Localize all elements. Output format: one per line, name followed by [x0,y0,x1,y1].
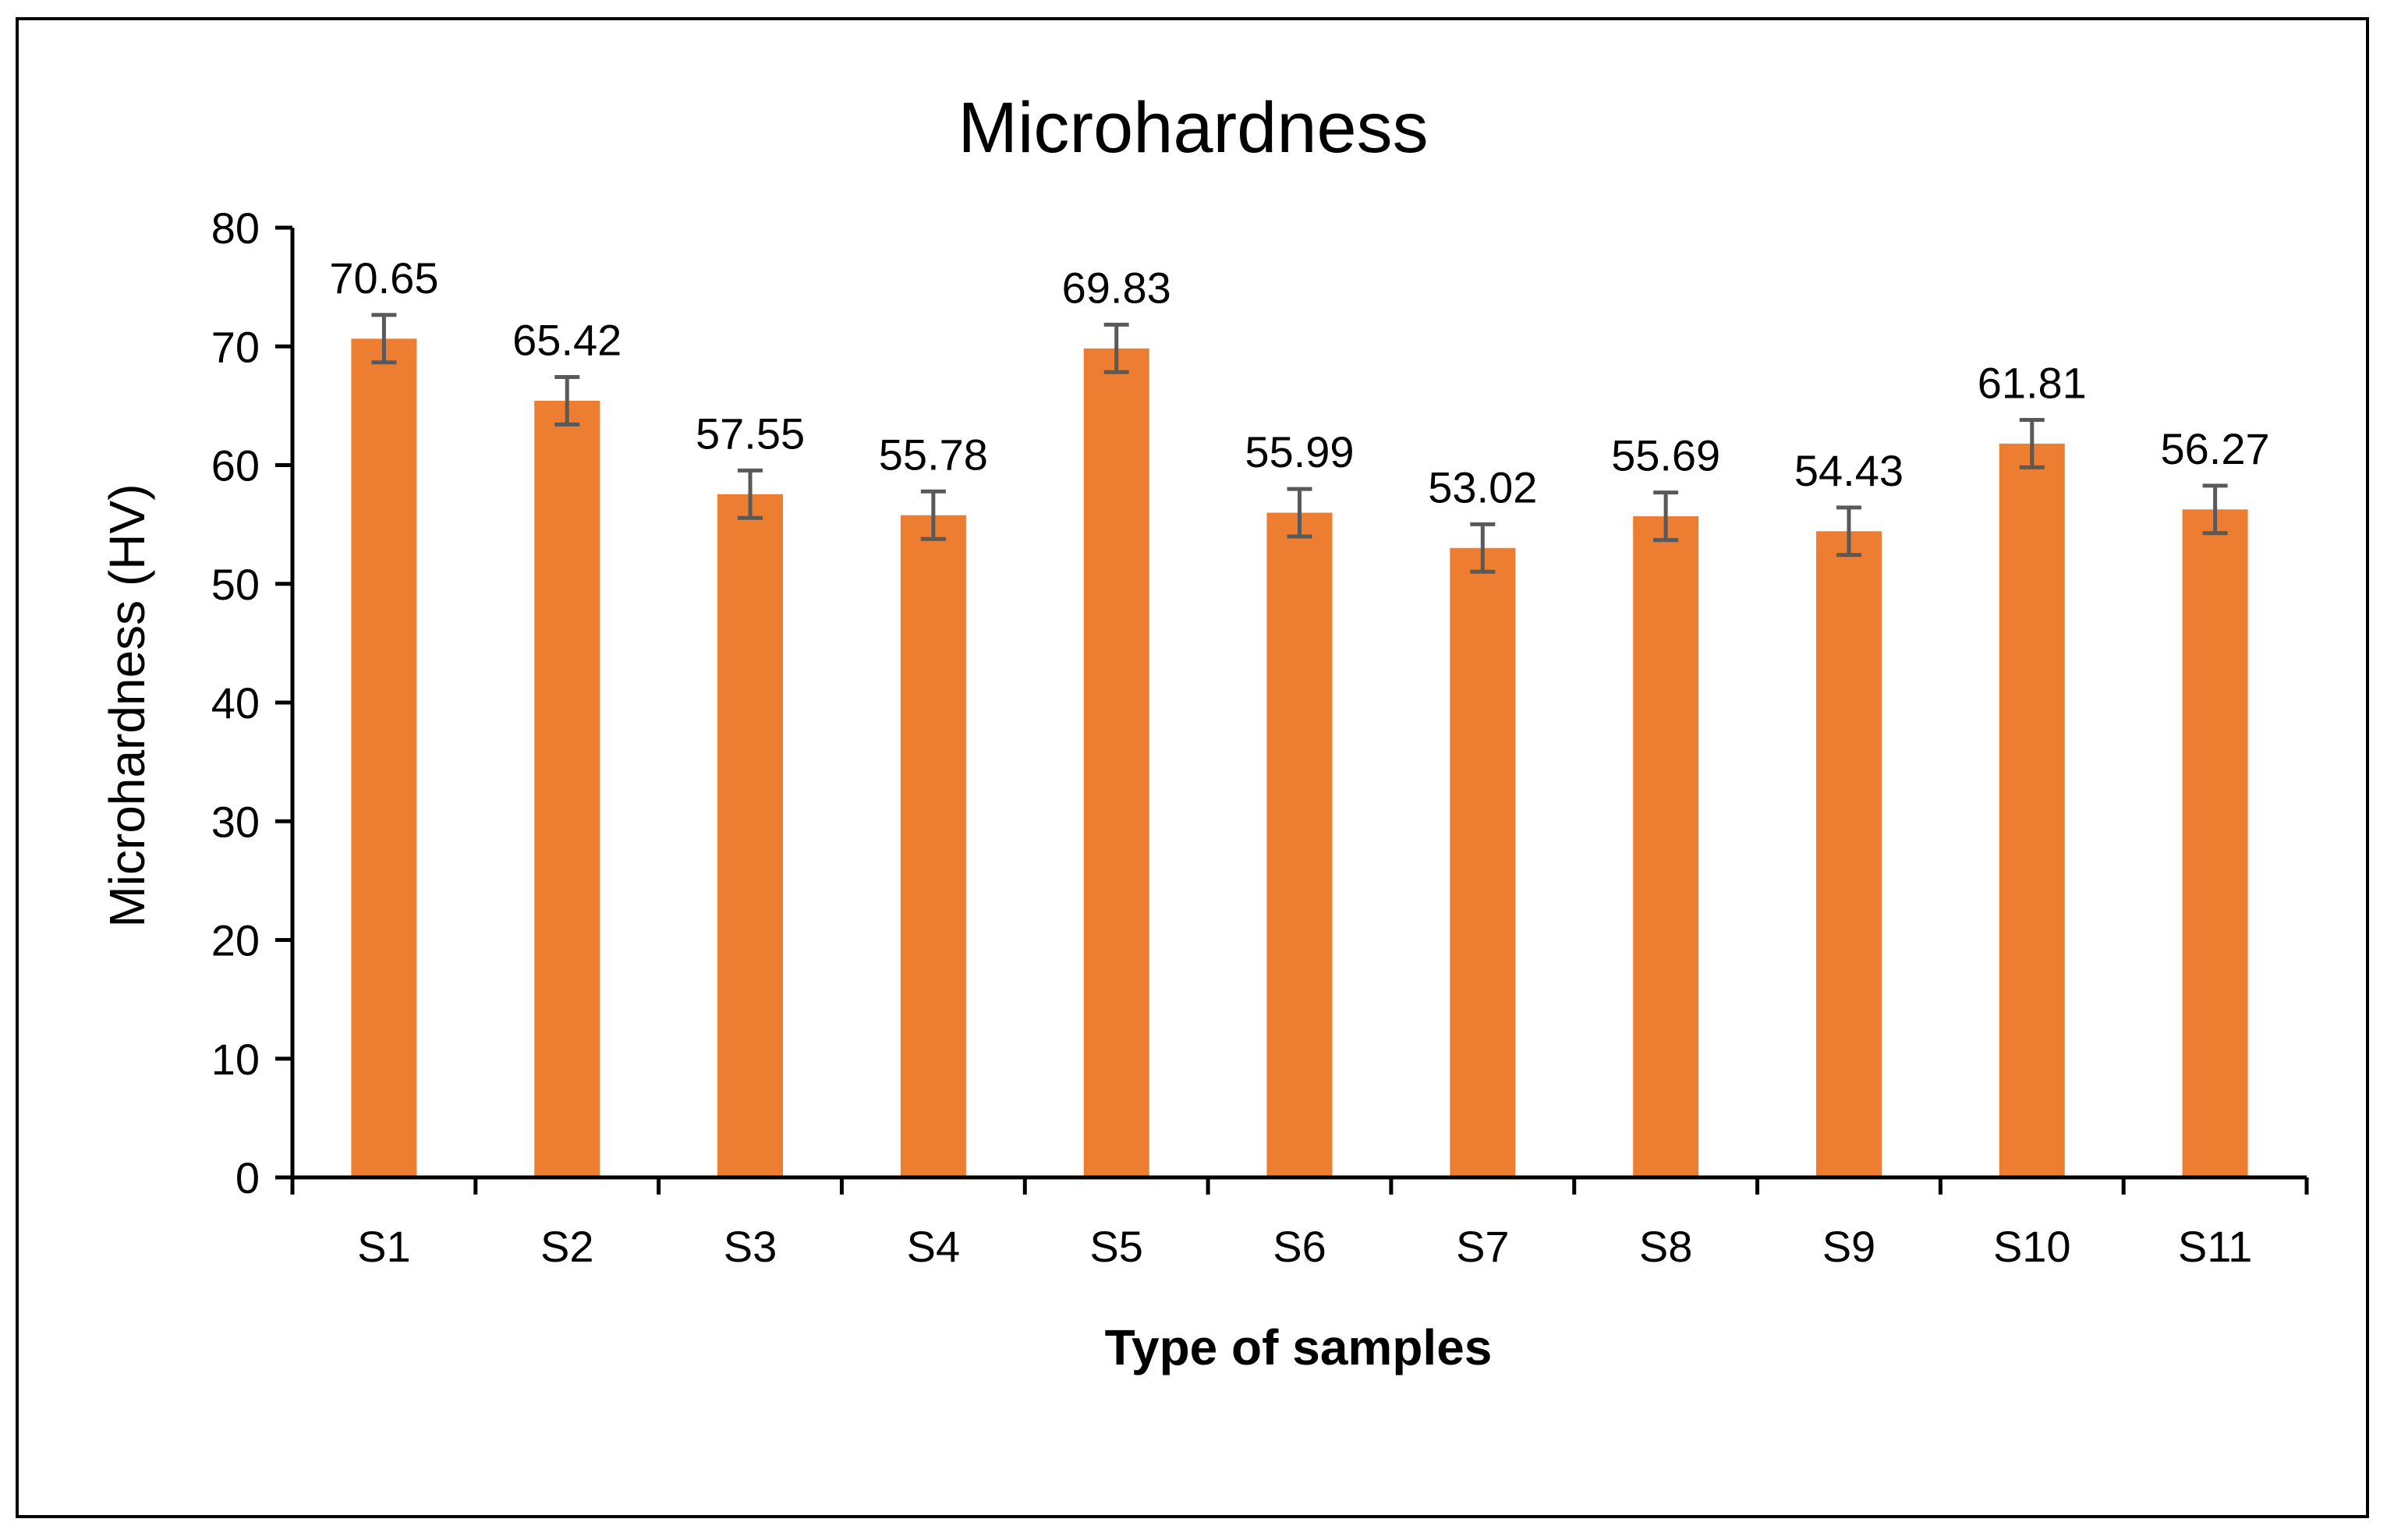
y-tick-label: 30 [211,797,260,846]
error-bar-s6 [1287,487,1312,539]
error-bar-s9 [1836,505,1861,558]
data-label-s9: 54.43 [1794,446,1904,495]
y-tick-label: 80 [211,204,260,253]
y-tick-label: 10 [211,1035,260,1084]
error-bar-s5 [1103,322,1129,374]
bar-s9 [1815,531,1882,1177]
bar-s8 [1633,516,1699,1177]
bar-s7 [1450,547,1516,1177]
error-bar-s8 [1653,490,1679,543]
bar-s4 [900,515,966,1177]
y-tick-label: 20 [211,916,260,965]
data-labels: 70.65 65.42 57.55 55.78 69.83 55.99 53.02 55.69… [329,253,2269,512]
category-label-s11: S11 [2178,1222,2252,1271]
error-bars [371,313,2228,574]
bar-s1 [351,338,417,1177]
category-label-s3: S3 [724,1222,777,1271]
category-label-s8: S8 [1639,1222,1693,1271]
bars [351,338,2248,1177]
y-tick-label: 50 [211,560,260,609]
category-labels: S1 S2 S3 S4 S5 S6 S7 S8 S9 S10 S11 [357,1222,2252,1271]
category-label-s1: S1 [357,1222,411,1271]
category-label-s10: S10 [1993,1222,2071,1271]
y-tick-label: 70 [211,322,260,371]
bar-s10 [1999,443,2065,1177]
y-axis-label: Microhardness (HV) [99,483,155,927]
category-label-s5: S5 [1089,1222,1143,1271]
y-tick-label: 60 [211,441,260,490]
data-label-s4: 55.78 [879,430,988,479]
error-bar-s3 [738,468,763,520]
bar-s2 [534,400,600,1177]
data-label-s10: 61.81 [1978,358,2087,407]
category-label-s7: S7 [1456,1222,1510,1271]
error-bar-s4 [920,489,946,541]
category-label-s4: S4 [907,1222,961,1271]
bar-s6 [1266,512,1333,1177]
data-label-s8: 55.69 [1611,431,1720,480]
error-bar-s11 [2202,483,2228,536]
data-label-s5: 69.83 [1062,263,1171,312]
bar-s11 [2182,509,2248,1177]
data-label-s3: 57.55 [696,409,805,458]
bar-s3 [717,494,784,1177]
y-tick-label: 40 [211,678,260,728]
data-label-s6: 55.99 [1245,427,1354,476]
category-label-s9: S9 [1822,1222,1876,1271]
y-tick-label: 0 [236,1153,260,1202]
category-label-s2: S2 [540,1222,594,1271]
error-bar-s2 [554,375,580,427]
error-bar-s10 [2019,417,2045,469]
data-label-s11: 56.27 [2161,424,2270,473]
y-axis-ticks: 0 10 20 30 40 50 60 70 80 [211,204,2309,1202]
category-label-s6: S6 [1273,1222,1326,1271]
chart-title: Microhardness [958,88,1428,168]
x-axis-label: Type of samples [1105,1319,1493,1375]
data-label-s2: 65.42 [512,316,622,365]
data-label-s1: 70.65 [329,253,438,303]
bar-s5 [1083,348,1149,1177]
error-bar-s1 [371,313,397,365]
error-bar-s7 [1470,522,1496,574]
data-label-s7: 53.02 [1428,462,1537,512]
